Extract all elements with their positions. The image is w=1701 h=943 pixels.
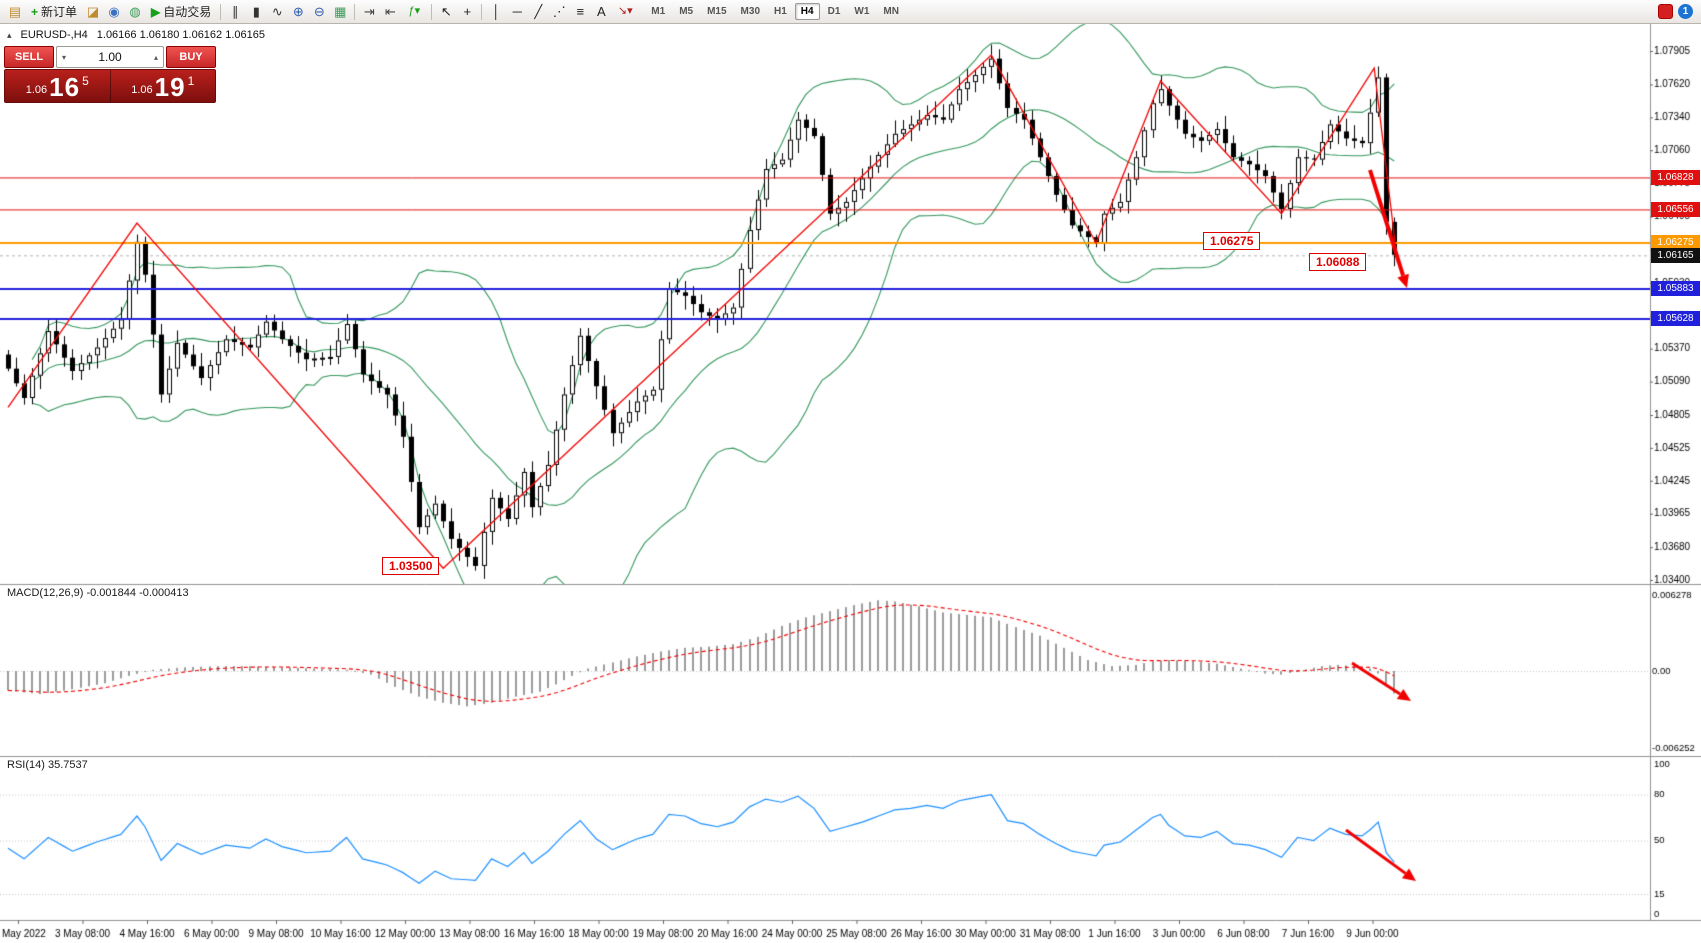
fibonacci-icon[interactable]: ≡	[576, 4, 585, 19]
new-order-button-label: 新订单	[41, 5, 78, 19]
timeframe-h4[interactable]: H4	[794, 3, 820, 20]
one-click-collapse-icon[interactable]: ▴	[7, 29, 12, 40]
equidistant-channel-icon[interactable]: ⋰	[552, 4, 566, 19]
level-label-103500[interactable]: 1.03500	[382, 557, 440, 575]
rsi-label: RSI(14) 35.7537	[7, 759, 88, 771]
navigator-icon[interactable]: ◍	[129, 4, 141, 19]
line-chart-mode-icon[interactable]: ∿	[271, 4, 283, 19]
price-tag-resistance-upper[interactable]: 1.06828	[1651, 169, 1700, 185]
bid-big-digits: 16	[49, 72, 81, 102]
toolbar: ▤ + 新订单 ◪ ◉ ◍ ▶ 自动交易 ∥ ▮ ∿ ⊕ ⊖ ▦ ⇥ ⇤ ƒ▾ ↖ + │ ─ ╱ ⋰ ≡ A ↘▾ M1 M5 M1…	[0, 0, 1701, 24]
ask-price[interactable]: 1.06 19 1	[111, 70, 216, 102]
candlestick-mode-icon[interactable]: ▮	[252, 4, 260, 19]
volume-value[interactable]: 1.00	[98, 50, 122, 64]
price-tag-resistance-lower[interactable]: 1.06556	[1651, 201, 1700, 217]
timeframe-m5[interactable]: M5	[679, 6, 694, 17]
timeframe-m1[interactable]: M1	[651, 6, 666, 17]
chart-shift-icon[interactable]: ⇤	[384, 4, 396, 19]
zoom-out-icon[interactable]: ⊖	[313, 4, 325, 19]
chart-info-line: ▴ EURUSD-,H4 1.06166 1.06180 1.06162 1.0…	[7, 29, 265, 41]
timeframe-w1[interactable]: W1	[854, 6, 870, 17]
arrows-tool-menu[interactable]: ↘▾	[617, 5, 633, 17]
macd-label: MACD(12,26,9) -0.001844 -0.000413	[7, 587, 189, 599]
notification-badge[interactable]: 1	[1678, 4, 1693, 19]
symbol-period-label: EURUSD-,H4	[20, 29, 88, 41]
toolbar-right-group: 1	[1658, 4, 1696, 19]
cursor-icon[interactable]: ↖	[440, 4, 452, 19]
one-click-prices: 1.06 16 5 1.06 19 1	[4, 69, 216, 103]
level-label-106275[interactable]: 1.06275	[1203, 232, 1261, 250]
volume-increase-icon[interactable]: ▴	[153, 52, 158, 62]
sell-button[interactable]: SELL	[4, 46, 54, 68]
level-label-106088[interactable]: 1.06088	[1309, 253, 1367, 271]
vertical-line-icon[interactable]: │	[492, 4, 501, 19]
toolbar-separator	[431, 3, 433, 20]
tile-windows-icon[interactable]: ▦	[334, 4, 347, 19]
price-tag-pivot[interactable]: 1.06275	[1651, 234, 1700, 250]
timeframe-d1[interactable]: D1	[827, 6, 841, 17]
new-chart-icon[interactable]: ▤	[8, 4, 22, 19]
volume-input[interactable]: ▾ 1.00 ▴	[56, 46, 164, 68]
chart-profile-icon[interactable]: ◪	[86, 4, 100, 19]
ask-big-digits: 19	[154, 72, 186, 102]
buy-button[interactable]: BUY	[166, 46, 216, 68]
timeframe-m15[interactable]: M15	[707, 6, 727, 17]
trendline-icon[interactable]: ╱	[534, 4, 543, 19]
bid-prefix: 1.06	[25, 84, 48, 96]
alert-icon[interactable]	[1658, 4, 1673, 19]
text-label-icon[interactable]: A	[596, 4, 606, 19]
autotrading-button[interactable]: ▶ 自动交易	[146, 2, 216, 22]
one-click-header: SELL ▾ 1.00 ▴ BUY	[4, 46, 216, 68]
volume-decrease-icon[interactable]: ▾	[61, 52, 66, 62]
timeframe-mn[interactable]: MN	[883, 6, 899, 17]
ask-pipette: 1	[187, 74, 195, 88]
crosshair-icon[interactable]: +	[463, 4, 472, 19]
price-tag-support-lower[interactable]: 1.05628	[1651, 310, 1700, 326]
timeframe-m30[interactable]: M30	[740, 6, 760, 17]
one-click-trading-panel: SELL ▾ 1.00 ▴ BUY 1.06 16 5 1.06 19 1	[4, 46, 216, 103]
timeframe-group: M1 M5 M15 M30 H1 H4 D1 W1 MN	[645, 3, 905, 20]
toolbar-separator	[481, 3, 483, 20]
autotrading-button-glyph-icon: ▶	[151, 4, 161, 19]
market-watch-icon[interactable]: ◉	[108, 4, 120, 19]
timeframe-h1[interactable]: H1	[774, 6, 787, 17]
ohlc-values: 1.06166 1.06180 1.06162 1.06165	[96, 29, 265, 41]
indicators-menu[interactable]: ƒ▾	[408, 5, 421, 17]
autotrading-button-label: 自动交易	[163, 5, 212, 19]
toolbar-left-group: ▤ + 新订单 ◪ ◉ ◍ ▶ 自动交易 ∥ ▮ ∿ ⊕ ⊖ ▦ ⇥ ⇤ ƒ▾ ↖ + │ ─ ╱ ⋰ ≡ A ↘▾	[5, 2, 638, 22]
bid-pipette: 5	[82, 74, 89, 88]
toolbar-separator	[354, 3, 356, 20]
bid-price[interactable]: 1.06 16 5	[5, 70, 111, 102]
ask-prefix: 1.06	[131, 84, 153, 96]
new-order-button[interactable]: + 新订单	[26, 2, 82, 22]
price-tag-current[interactable]: 1.06165	[1651, 247, 1700, 263]
price-tag-support-upper[interactable]: 1.05883	[1651, 280, 1700, 296]
new-order-button-glyph-icon: +	[31, 4, 39, 19]
bar-chart-mode-icon[interactable]: ∥	[232, 4, 239, 19]
horizontal-line-icon[interactable]: ─	[512, 4, 522, 19]
toolbar-separator	[220, 3, 222, 20]
auto-scroll-icon[interactable]: ⇥	[363, 4, 375, 19]
zoom-in-icon[interactable]: ⊕	[292, 4, 304, 19]
